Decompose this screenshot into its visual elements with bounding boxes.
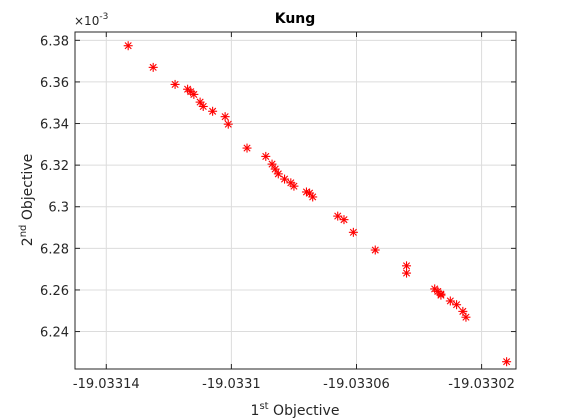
y-axis-label-base: 2 xyxy=(20,237,36,246)
chart-title: Kung xyxy=(275,11,316,27)
ticks-layer: -19.03314 -19.0331 -19.03306 -19.03302 6.24 6… xyxy=(40,32,516,392)
y-exponent-sup: -3 xyxy=(99,12,108,22)
y-tick-label: 6.26 xyxy=(40,284,69,299)
x-tick-label: -19.03314 xyxy=(73,377,140,392)
data-point xyxy=(170,79,180,89)
x-axis-label-base: 1 xyxy=(251,403,260,419)
data-point xyxy=(273,169,283,179)
x-tick-label: -19.03306 xyxy=(323,377,390,392)
data-point xyxy=(189,89,199,99)
data-point xyxy=(461,312,471,322)
data-point xyxy=(436,290,446,300)
y-tick-label: 6.36 xyxy=(40,76,69,91)
data-point xyxy=(402,268,412,278)
data-point xyxy=(267,159,277,169)
data-point xyxy=(242,143,252,153)
y-tick-label: 6.28 xyxy=(40,242,69,257)
data-point xyxy=(261,151,271,161)
x-tick-label: -19.03302 xyxy=(448,377,515,392)
plot-area xyxy=(75,32,516,369)
y-tick-label: 6.24 xyxy=(40,326,69,341)
x-tick-label: -19.0331 xyxy=(202,377,260,392)
data-point xyxy=(502,357,512,367)
y-tick-label: 6.34 xyxy=(40,118,69,133)
y-axis-label-rest: Objective xyxy=(20,154,36,225)
y-exponent-base: ×10 xyxy=(74,14,99,28)
y-axis-label: 2nd Objective xyxy=(18,154,36,246)
data-point xyxy=(223,119,233,129)
data-point xyxy=(208,106,218,116)
y-tick-label: 6.38 xyxy=(40,34,69,49)
x-axis-label-rest: Objective xyxy=(269,403,340,419)
data-point xyxy=(123,41,133,51)
data-point xyxy=(370,245,380,255)
data-point xyxy=(280,174,290,184)
y-exponent: ×10-3 xyxy=(74,12,108,28)
grid-layer xyxy=(75,32,516,369)
data-point xyxy=(289,181,299,191)
data-point xyxy=(458,306,468,316)
plot-frame xyxy=(74,31,517,370)
points-layer xyxy=(123,41,512,367)
data-point xyxy=(198,101,208,111)
y-axis-label-sup: nd xyxy=(18,225,29,238)
data-point xyxy=(220,112,230,122)
data-point xyxy=(308,192,318,202)
data-point xyxy=(452,300,462,310)
data-point xyxy=(348,227,358,237)
data-point xyxy=(333,211,343,221)
x-axis-label: 1st Objective xyxy=(251,401,340,419)
data-point xyxy=(339,215,349,225)
y-tick-label: 6.3 xyxy=(48,201,69,216)
data-point xyxy=(270,164,280,174)
data-point xyxy=(445,296,455,306)
data-point xyxy=(195,97,205,107)
y-tick-label: 6.32 xyxy=(40,159,69,174)
data-point xyxy=(148,62,158,72)
data-point xyxy=(402,261,412,271)
x-axis-label-sup: st xyxy=(259,401,268,412)
